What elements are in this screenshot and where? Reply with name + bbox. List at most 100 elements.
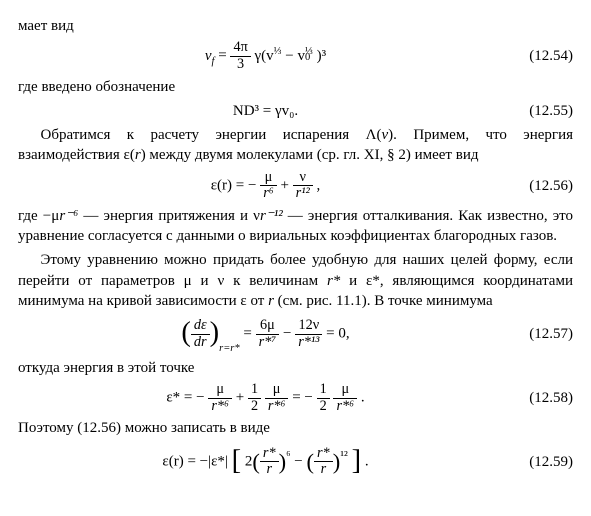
lparen: ( [252,449,260,474]
frac: 6μr*⁷ [256,318,280,350]
t: = − [292,390,316,406]
t: ⅓ [274,46,282,57]
t: 1 [317,382,330,399]
frac: 12 [317,382,330,414]
eq-12-57: (dεdr)r=r* = 6μr*⁷ − 12νr*¹³ = 0, (12.57… [18,315,573,353]
eq-num: (12.57) [513,324,573,344]
eq-num: (12.56) [513,176,573,196]
frac: μr*⁶ [333,382,357,414]
t: v [205,48,212,64]
eq-num: (12.55) [513,101,573,121]
eq-12-54: vf = 4π3 γ(v⅓ − v⅓0 )³ (12.54) [18,40,573,72]
eq-num: (12.54) [513,46,573,66]
t: (см. рис. 11.1). В точке минимума [274,293,493,309]
para-4: где −μr⁻⁶ — энергия притяжения и νr⁻¹² —… [18,206,573,247]
t: r¹² [293,186,313,202]
eq-body: ND³ = γv₀. [18,101,513,121]
t: ¹² [340,448,348,462]
t: ) между двумя молекулами (ср. гл. XI, § … [141,147,479,163]
t: γ(v [255,48,274,64]
para-7: Поэтому (12.56) можно записать в виде [18,418,573,438]
eq-12-59: ε(r) = −|ε*| [ 2(r*r)⁶ − (r*r)¹² ] . (12… [18,443,573,481]
para-2: где введено обозначение [18,77,573,97]
t: r*¹³ [295,335,322,351]
t: , [317,177,321,193]
t: ν [293,170,313,187]
t: r [314,462,333,478]
eq-num: (12.59) [513,452,573,472]
t: r*⁶ [265,399,289,415]
t: — энергия притяжения и ν [78,208,260,224]
eq-body: vf = 4π3 γ(v⅓ − v⅓0 )³ [18,40,513,72]
frac: r*r [314,446,333,478]
para-1: мает вид [18,16,573,36]
t: μ [208,382,232,399]
t: − v [282,48,305,64]
t: − [283,326,295,342]
t: 1 [248,382,261,399]
eq-body: (dεdr)r=r* = 6μr*⁷ − 12νr*¹³ = 0, [18,315,513,353]
frac: μr⁶ [260,170,277,202]
t: r⁶ [260,186,277,202]
t: 6μ [256,318,280,335]
frac: r*r [260,446,279,478]
t: μ [260,170,277,187]
t: r* [327,273,340,289]
t: 2 [248,399,261,415]
t: ε(r) = −|ε*| [162,453,231,469]
t: r* [260,446,279,463]
t: − [294,453,306,469]
rparen: ) [210,314,220,352]
t: dr [191,335,210,351]
eq-body: ε(r) = − μr⁶ + νr¹² , [18,170,513,202]
eq-body: ε* = − μr*⁶ + 12 μr*⁶ = − 12 μr*⁶ . [18,382,513,414]
t: r*⁶ [208,399,232,415]
t: Обратимся к расчету энергии испарения Λ( [41,127,382,143]
t: 0 [305,51,310,65]
t: r* [314,446,333,463]
t: )³ [317,48,327,64]
para-6: откуда энергия в этой точке [18,358,573,378]
t: + [280,177,292,193]
t: 12ν [295,318,322,335]
frac: μr*⁶ [265,382,289,414]
t: ε* = − [166,390,208,406]
frac: dεdr [191,318,210,350]
frac: νr¹² [293,170,313,202]
rparen: ) [279,449,287,474]
eq-num: (12.58) [513,388,573,408]
para-3: Обратимся к расчету энергии испарения Λ(… [18,125,573,166]
frac: μr*⁶ [208,382,232,414]
t: ε(r) = − [211,177,260,193]
t: γ(v⅓ − v⅓0 )³ [255,48,327,64]
eq-body: ε(r) = −|ε*| [ 2(r*r)⁶ − (r*r)¹² ] . [18,443,513,481]
t: r*⁶ [333,399,357,415]
eq-12-56: ε(r) = − μr⁶ + νr¹² , (12.56) [18,170,573,202]
para-5: Этому уравнению можно придать более удоб… [18,250,573,311]
t: 3 [230,57,250,73]
lbracket: [ [232,442,242,480]
t: r⁻⁶ [59,208,78,224]
lparen: ( [181,314,191,352]
lparen: ( [307,449,315,474]
t: = 0, [326,326,349,342]
eq-12-58: ε* = − μr*⁶ + 12 μr*⁶ = − 12 μr*⁶ . (12.… [18,382,573,414]
t: μ [333,382,357,399]
t: + [236,390,248,406]
rbracket: ] [352,442,362,480]
t: где −μ [18,208,59,224]
frac: 12 [248,382,261,414]
t: = [243,326,255,342]
t: f [212,56,215,67]
frac: 12νr*¹³ [295,318,322,350]
t: . [361,390,365,406]
t: r [260,462,279,478]
t: 2 [317,399,330,415]
frac: 4π3 [230,40,250,72]
eq-12-55: ND³ = γv₀. (12.55) [18,101,573,121]
t: r⁻¹² [260,208,283,224]
t: r=r* [219,343,240,354]
t: dε [191,318,210,335]
t: . [365,453,369,469]
t: 4π [230,40,250,57]
